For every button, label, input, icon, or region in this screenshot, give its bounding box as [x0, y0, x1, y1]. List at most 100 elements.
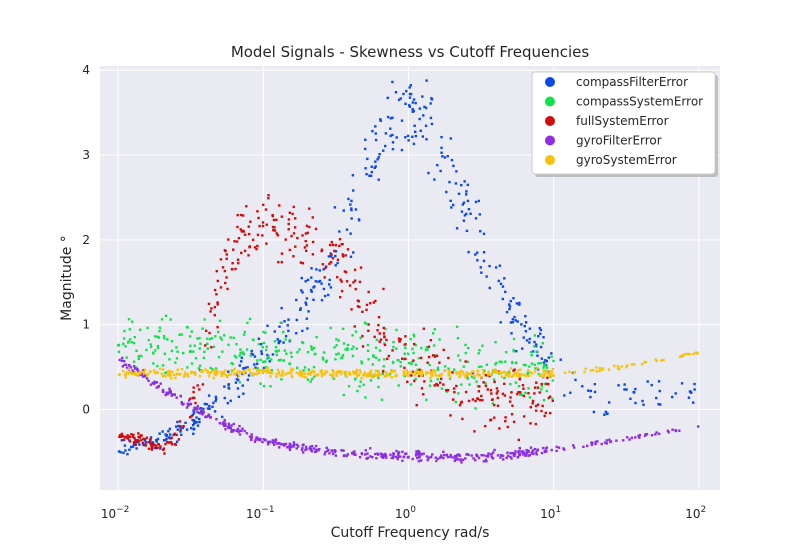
data-point: [221, 421, 225, 425]
data-point: [413, 373, 417, 377]
data-point: [483, 424, 487, 428]
data-point: [341, 354, 345, 357]
data-point: [415, 451, 419, 455]
data-point: [517, 384, 521, 388]
data-point: [161, 368, 165, 371]
data-point: [386, 115, 390, 119]
data-point: [271, 439, 275, 442]
data-point: [300, 372, 304, 376]
data-point: [680, 354, 683, 358]
data-point: [543, 449, 546, 453]
data-point: [427, 171, 430, 175]
data-point: [378, 332, 381, 335]
data-point: [247, 225, 250, 228]
data-point: [305, 244, 309, 247]
data-point: [555, 445, 558, 449]
data-point: [175, 346, 178, 349]
data-point: [231, 261, 234, 265]
data-point: [364, 167, 367, 170]
data-point: [334, 250, 338, 253]
data-point: [208, 407, 211, 410]
data-point: [391, 349, 394, 352]
data-point: [434, 456, 437, 459]
data-point: [378, 152, 381, 156]
data-point: [161, 364, 165, 367]
data-point: [302, 443, 305, 446]
data-point: [550, 355, 553, 359]
data-point: [139, 370, 143, 374]
data-point: [372, 375, 375, 378]
data-point: [387, 354, 391, 358]
data-point: [261, 371, 265, 375]
data-point: [182, 425, 185, 428]
data-point: [132, 365, 136, 368]
data-point: [280, 378, 283, 381]
data-point: [509, 455, 512, 459]
data-point: [136, 369, 140, 373]
data-point: [476, 259, 479, 262]
data-point: [245, 432, 249, 435]
data-point: [374, 165, 377, 168]
data-point: [311, 216, 315, 219]
data-point: [182, 351, 185, 355]
y-tick-label: 1: [82, 318, 90, 332]
data-point: [312, 346, 316, 350]
data-point: [344, 371, 347, 374]
data-point: [524, 391, 527, 395]
data-point: [279, 321, 283, 325]
data-point: [540, 382, 543, 386]
data-point: [196, 384, 199, 387]
data-point: [442, 450, 445, 454]
data-point: [512, 452, 516, 456]
data-point: [288, 338, 292, 342]
y-tick-label: 3: [82, 148, 90, 162]
data-point: [367, 290, 370, 294]
data-point: [262, 366, 266, 370]
legend[interactable]: compassFilterErrorcompassSystemErrorfull…: [531, 71, 718, 177]
data-point: [165, 437, 168, 441]
data-point: [536, 403, 540, 406]
data-point: [170, 377, 173, 380]
data-point: [155, 440, 158, 443]
data-point: [333, 346, 336, 349]
data-point: [253, 372, 257, 375]
data-point: [397, 337, 401, 340]
data-point: [544, 359, 547, 362]
data-point: [662, 358, 665, 362]
data-point: [354, 208, 358, 211]
data-point: [354, 287, 357, 291]
data-point: [693, 382, 696, 386]
data-point: [446, 388, 450, 392]
data-point: [156, 364, 159, 368]
data-point: [512, 369, 515, 372]
data-point: [251, 372, 254, 375]
data-point: [416, 456, 419, 460]
data-point: [363, 371, 367, 374]
data-point: [302, 369, 305, 372]
data-point: [131, 369, 134, 372]
data-point: [487, 372, 490, 376]
data-point: [275, 232, 278, 235]
data-point: [526, 368, 530, 372]
data-point: [193, 409, 196, 413]
legend-box: [531, 71, 716, 175]
data-point: [150, 444, 153, 447]
data-point: [284, 373, 287, 376]
data-point: [493, 403, 496, 407]
data-point: [239, 228, 242, 231]
data-point: [433, 355, 437, 358]
data-point: [467, 453, 470, 457]
data-point: [164, 393, 167, 397]
data-point: [442, 453, 446, 457]
data-point: [517, 390, 520, 394]
data-point: [509, 396, 512, 399]
data-point: [465, 212, 468, 216]
data-point: [232, 368, 236, 372]
data-point: [427, 345, 431, 348]
data-point: [528, 341, 531, 344]
data-point: [192, 386, 195, 389]
data-point: [223, 396, 226, 400]
data-point: [224, 422, 227, 426]
data-point: [466, 183, 470, 187]
data-point: [384, 456, 388, 459]
